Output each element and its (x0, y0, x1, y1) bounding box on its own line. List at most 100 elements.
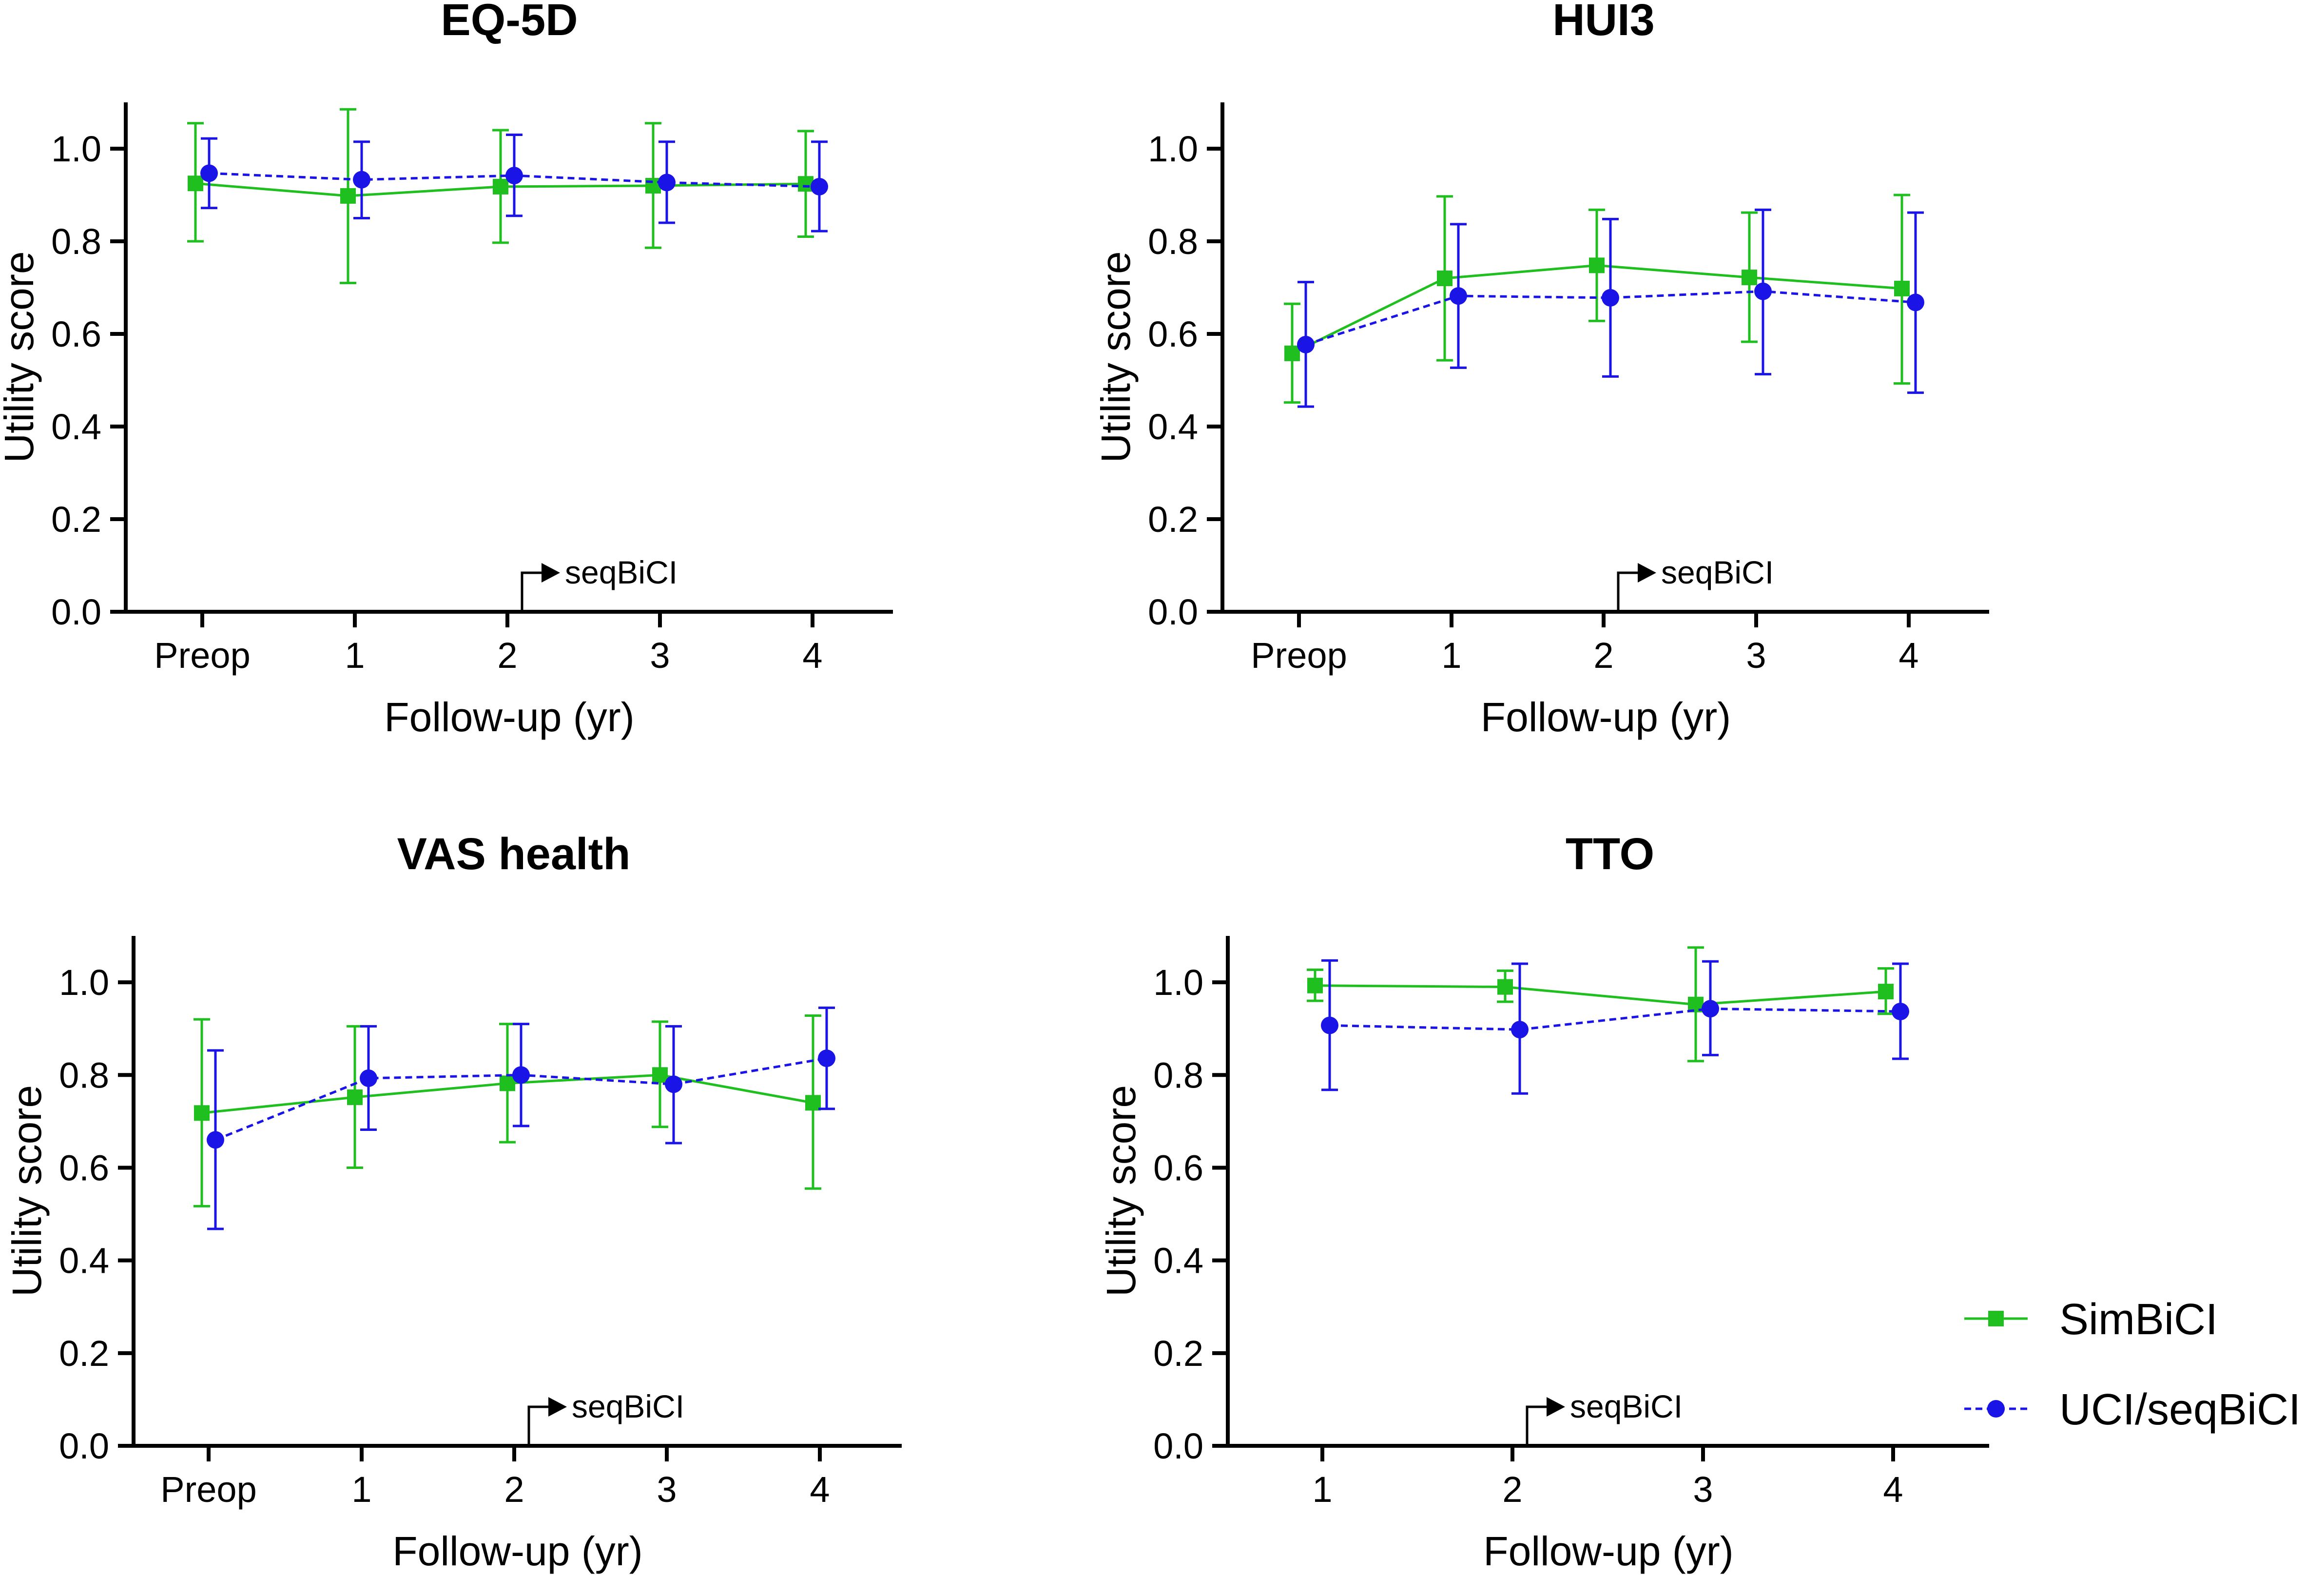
y-axis-title: Utility score (4, 1085, 50, 1297)
y-tick-label: 0.2 (59, 1333, 109, 1374)
y-tick-label: 1.0 (59, 962, 109, 1003)
x-tick-label: Preop (1251, 635, 1347, 676)
chart-title: HUI3 (1552, 0, 1655, 45)
legend-label: UCI/seqBiCI (2059, 1385, 2301, 1434)
y-tick-label: 0.4 (1153, 1241, 1203, 1281)
legend-marker-square (1988, 1311, 2004, 1326)
series-simbici (1284, 194, 1910, 404)
data-point-circle (1321, 1016, 1338, 1034)
annotation-label: seqBiCI (1570, 1388, 1683, 1424)
y-axis-title: Utility score (1093, 251, 1139, 463)
y-tick-label: 0.6 (51, 314, 101, 354)
y-tick-label: 0.4 (51, 407, 101, 447)
series-uci-seqbici (200, 134, 828, 233)
y-tick-label: 0.0 (1153, 1426, 1203, 1466)
y-tick-label: 0.8 (59, 1055, 109, 1095)
data-point-circle (512, 1066, 530, 1084)
series-uci-seqbici (1297, 208, 1924, 408)
data-point-square (1589, 257, 1605, 273)
x-axis-title: Follow-up (yr) (384, 694, 634, 740)
x-tick-label: Preop (154, 635, 250, 676)
x-axis-title: Follow-up (yr) (1481, 694, 1731, 740)
legend-label: SimBiCI (2059, 1295, 2218, 1344)
y-tick-label: 0.6 (59, 1147, 109, 1188)
data-point-square (1742, 270, 1757, 286)
chart-panel-1: EQ-5D 0.0 0.2 0.4 0.6 0.8 1.0 Preop 1 2 3 4 Follow-u… (0, 0, 893, 740)
data-point-square (340, 188, 356, 204)
x-tick-label: 3 (1693, 1469, 1713, 1510)
data-point-circle (1602, 289, 1619, 307)
y-tick-label: 0.0 (59, 1426, 109, 1466)
x-tick-label: 1 (1441, 635, 1461, 676)
legend-item: UCI/seqBiCI (1964, 1385, 2301, 1434)
y-tick-label: 0.4 (59, 1241, 109, 1281)
data-point-circle (1511, 1021, 1529, 1039)
data-point-circle (353, 171, 370, 189)
x-tick-label: Preop (160, 1469, 256, 1510)
data-point-circle (1702, 1000, 1719, 1018)
data-point-circle (811, 177, 828, 195)
seqbici-annotation: seqBiCI (527, 1388, 684, 1444)
chart-title: TTO (1566, 829, 1654, 879)
y-tick-label: 0.8 (1148, 221, 1198, 262)
annotation-arrow-head (1638, 563, 1656, 583)
y-axis-title: Utility score (1098, 1085, 1144, 1297)
x-tick-label: 2 (504, 1469, 524, 1510)
y-tick-label: 0.2 (1153, 1333, 1203, 1374)
data-point-square (500, 1075, 515, 1091)
chart-title: VAS health (397, 829, 631, 879)
annotation-arrow-line (1526, 1405, 1547, 1444)
y-tick-label: 1.0 (1148, 129, 1198, 169)
x-tick-label: 2 (497, 635, 517, 676)
data-point-circle (505, 167, 523, 185)
data-point-circle (818, 1050, 835, 1068)
data-point-circle (665, 1075, 682, 1093)
chart-panel-2: HUI3 0.0 0.2 0.4 0.6 0.8 1.0 Preop 1 2 3 4 Follow-up… (1093, 0, 1989, 740)
y-tick-label: 0.8 (1153, 1055, 1203, 1095)
data-point-square (1894, 280, 1910, 296)
annotation-label: seqBiCI (565, 554, 678, 590)
data-point-circle (200, 164, 218, 182)
data-point-square (1878, 984, 1894, 1000)
data-point-square (188, 175, 203, 192)
x-tick-label: 1 (351, 1469, 371, 1510)
chart-panel-3: VAS health 0.0 0.2 0.4 0.6 0.8 1.0 Preop 1 2 3 4 Fol… (4, 829, 902, 1574)
legend: SimBiCI UCI/seqBiCI (1964, 1295, 2301, 1434)
seqbici-annotation: seqBiCI (1617, 554, 1774, 610)
x-tick-label: 2 (1502, 1469, 1522, 1510)
data-point-square (1307, 977, 1323, 993)
data-point-circle (1907, 293, 1924, 311)
y-tick-label: 1.0 (51, 129, 101, 169)
x-tick-label: 1 (1312, 1469, 1332, 1510)
x-axis-title: Follow-up (yr) (392, 1528, 642, 1574)
x-tick-label: 2 (1593, 635, 1613, 676)
y-tick-label: 0.0 (51, 592, 101, 632)
y-tick-label: 0.2 (1148, 499, 1198, 540)
annotation-arrow-line (1617, 571, 1638, 610)
seqbici-annotation: seqBiCI (1526, 1388, 1683, 1444)
y-tick-label: 0.6 (1148, 314, 1198, 354)
data-point-circle (360, 1069, 377, 1087)
data-point-square (194, 1105, 210, 1121)
data-point-square (1437, 271, 1452, 286)
data-point-circle (1754, 282, 1772, 300)
data-point-square (347, 1089, 363, 1105)
x-tick-label: 1 (345, 635, 365, 676)
legend-marker-circle (1987, 1400, 2005, 1418)
annotation-arrow-line (521, 571, 542, 610)
annotation-label: seqBiCI (572, 1388, 684, 1424)
series-simbici (194, 1014, 821, 1207)
x-tick-label: 4 (802, 635, 822, 676)
data-point-square (652, 1067, 668, 1083)
data-point-circle (658, 174, 676, 192)
chart-panel-4: TTO 0.0 0.2 0.4 0.6 0.8 1.0 1 2 3 4 Follow-up (yr) U… (1098, 829, 1989, 1574)
x-axis-title: Follow-up (yr) (1483, 1528, 1733, 1574)
data-point-circle (1892, 1002, 1909, 1020)
data-point-square (1497, 979, 1513, 995)
data-point-circle (1450, 287, 1467, 305)
x-tick-label: 3 (650, 635, 670, 676)
data-point-square (798, 176, 813, 192)
y-tick-label: 0.2 (51, 499, 101, 540)
annotation-arrow-line (527, 1405, 548, 1444)
data-point-square (493, 178, 508, 194)
